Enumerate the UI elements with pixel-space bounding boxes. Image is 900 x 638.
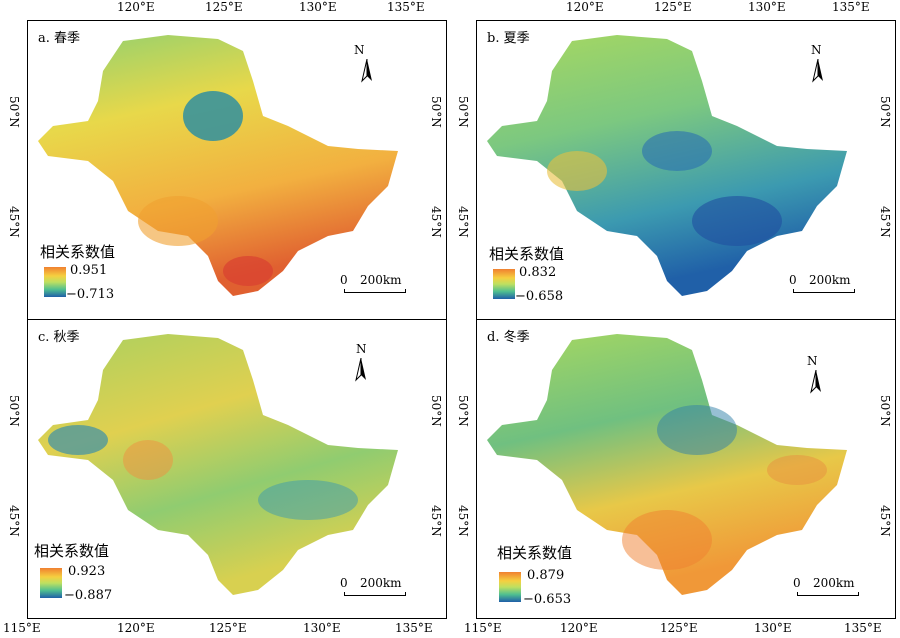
lon-label: 130°E — [299, 0, 337, 14]
lat-label: 50°N — [429, 96, 443, 128]
region-map-b — [487, 35, 847, 296]
lat-label: 45°N — [429, 505, 443, 537]
lon-label: 125°E — [654, 0, 692, 14]
scale-length: 200km — [813, 576, 855, 590]
legend-min: −0.713 — [66, 287, 115, 302]
lat-label: 45°N — [878, 206, 892, 238]
scale-zero: 0 — [340, 576, 348, 590]
panel-b: b. 夏季 N 相关系数值 0.832 −0.658 0 200km 120°E… — [456, 0, 896, 320]
lon-label: 135°E — [844, 621, 882, 635]
legend-title: 相关系数值 — [489, 245, 565, 263]
legend-title: 相关系数值 — [34, 542, 110, 560]
lon-label: 135°E — [395, 621, 433, 635]
lat-label: 50°N — [456, 395, 470, 427]
map-frame-d: d. 冬季 N 相关系数值 0.879 −0.653 0 200km — [476, 319, 896, 619]
lon-label: 120°E — [117, 0, 155, 14]
scale-bar — [797, 592, 859, 596]
lon-label: 125°E — [205, 0, 243, 14]
panel-a: a. 春季 N 相关系数值 0.951 −0.713 0 200km 120°E… — [7, 0, 447, 320]
lon-label: 120°E — [117, 621, 155, 635]
panel-title: a. 春季 — [38, 31, 81, 46]
lat-label: 45°N — [456, 206, 470, 238]
lat-label: 45°N — [878, 505, 892, 537]
scale-length: 200km — [809, 273, 851, 287]
north-label: N — [807, 354, 818, 368]
legend-min: −0.653 — [523, 592, 572, 607]
scale-bar — [793, 289, 855, 293]
scale-bar — [344, 592, 406, 596]
north-label: N — [811, 43, 822, 57]
north-label: N — [354, 43, 365, 57]
scale-length: 200km — [360, 576, 402, 590]
north-arrow-icon — [812, 59, 823, 83]
lon-label: 120°E — [560, 621, 598, 635]
lat-label: 50°N — [7, 96, 21, 128]
scale-length: 200km — [360, 273, 402, 287]
lon-label: 130°E — [303, 621, 341, 635]
scale-zero: 0 — [340, 273, 348, 287]
north-label: N — [356, 342, 367, 356]
lon-label: 135°E — [387, 0, 425, 14]
legend-color-ramp — [499, 572, 521, 602]
scale-zero: 0 — [793, 576, 801, 590]
legend-min: −0.658 — [515, 289, 564, 304]
region-map-d — [487, 334, 847, 595]
region-map-c — [38, 334, 398, 595]
lon-label: 115°E — [464, 621, 502, 635]
legend-color-ramp — [40, 568, 62, 598]
lon-label: 115°E — [3, 621, 41, 635]
lon-label: 125°E — [660, 621, 698, 635]
north-arrow-icon — [355, 358, 366, 382]
map-frame-a: a. 春季 N 相关系数值 0.951 −0.713 0 200km — [27, 20, 447, 320]
scale-bar — [344, 289, 406, 293]
lat-label: 45°N — [7, 206, 21, 238]
lat-label: 50°N — [429, 395, 443, 427]
lat-label: 50°N — [456, 96, 470, 128]
lon-label: 135°E — [832, 0, 870, 14]
panel-title: c. 秋季 — [38, 330, 80, 345]
lon-label: 125°E — [209, 621, 247, 635]
panel-d: d. 冬季 N 相关系数值 0.879 −0.653 0 200km 115°E… — [456, 319, 896, 635]
lat-label: 50°N — [878, 395, 892, 427]
region-shape-c — [38, 334, 398, 595]
legend-min: −0.887 — [64, 588, 113, 603]
map-frame-c: c. 秋季 N 相关系数值 0.923 −0.887 0 200km — [27, 319, 447, 619]
north-arrow-icon — [361, 59, 372, 83]
lat-label: 45°N — [7, 505, 21, 537]
legend-max: 0.879 — [527, 568, 565, 583]
lat-label: 50°N — [7, 395, 21, 427]
legend-max: 0.951 — [70, 263, 108, 278]
legend-color-ramp — [44, 267, 66, 297]
panel-c: c. 秋季 N 相关系数值 0.923 −0.887 0 200km 115°E… — [3, 319, 447, 635]
legend-title: 相关系数值 — [40, 243, 116, 261]
lat-label: 45°N — [456, 505, 470, 537]
legend-max: 0.923 — [68, 564, 106, 579]
lat-label: 45°N — [429, 206, 443, 238]
lon-label: 130°E — [748, 0, 786, 14]
lat-label: 50°N — [878, 96, 892, 128]
blue-patch-a — [183, 91, 243, 141]
legend-color-ramp — [493, 269, 515, 299]
map-frame-b: b. 夏季 N 相关系数值 0.832 −0.658 0 200km — [476, 20, 896, 320]
legend-max: 0.832 — [519, 265, 557, 280]
panel-title: b. 夏季 — [487, 31, 530, 46]
region-shape-d — [487, 334, 847, 595]
north-arrow-icon — [810, 370, 821, 394]
legend-title: 相关系数值 — [497, 544, 573, 562]
region-map-a — [38, 35, 398, 296]
scale-zero: 0 — [789, 273, 797, 287]
lon-label: 120°E — [566, 0, 604, 14]
region-shape-a — [38, 35, 398, 296]
lon-label: 130°E — [754, 621, 792, 635]
panel-title: d. 冬季 — [487, 330, 530, 345]
